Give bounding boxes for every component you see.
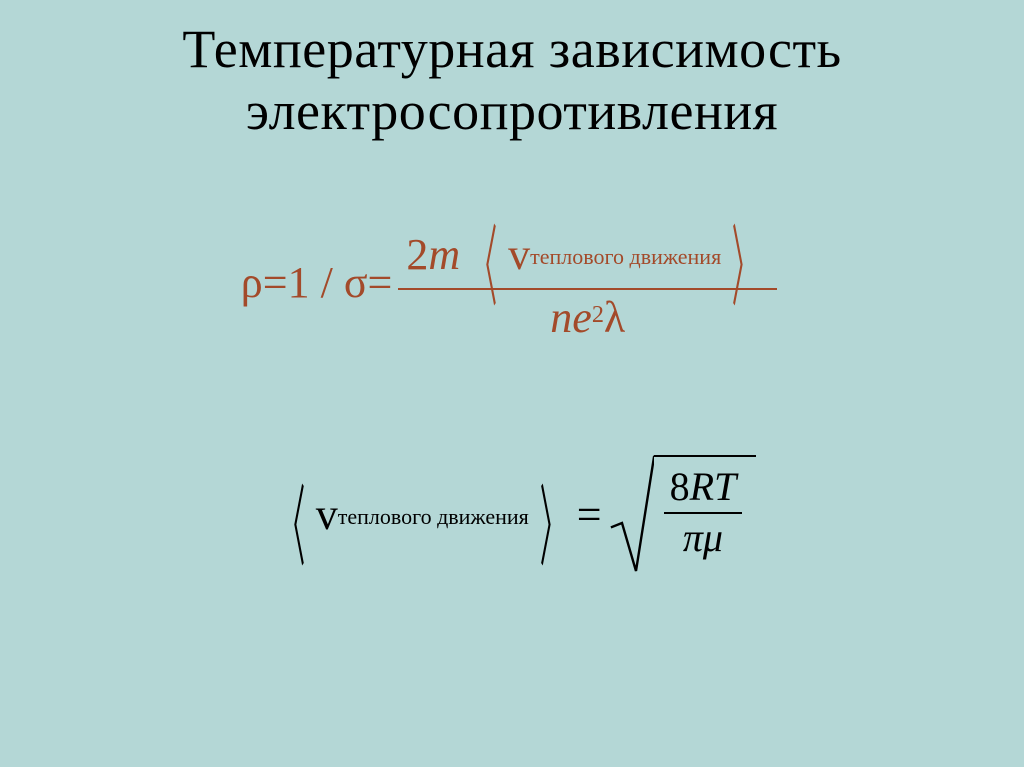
symbol-n: n: [550, 292, 572, 343]
symbol-mu: μ: [703, 514, 723, 561]
square-root: 8 R T π μ: [610, 455, 757, 573]
equals-1: =: [263, 257, 288, 308]
langle-icon: 〈: [471, 196, 497, 324]
symbol-v: v: [508, 229, 530, 280]
symbol-e: e: [572, 292, 592, 343]
v-subscript-thermal: теплового движения: [530, 244, 721, 270]
equation-thermal-velocity: 〈 v теплового движения 〉 = 8 R T π: [0, 455, 1024, 573]
one-over-sigma: 1 / σ: [288, 257, 368, 308]
symbol-T: T: [714, 463, 736, 510]
symbol-m: m: [428, 229, 460, 280]
title-line-1: Температурная зависимость: [182, 19, 841, 79]
fraction-rho-numerator: 2 m 〈 v теплового движения 〉: [398, 220, 777, 288]
e-superscript-2: 2: [592, 301, 604, 329]
symbol-pi: π: [683, 514, 703, 561]
equals-2: =: [368, 257, 393, 308]
two: 2: [406, 229, 428, 280]
rangle-icon: 〉: [732, 196, 758, 324]
fraction-rho-denominator: n e 2 λ: [542, 290, 633, 345]
eight: 8: [670, 463, 690, 510]
radicand: 8 R T π μ: [654, 455, 757, 573]
fraction-velocity-numerator: 8 R T: [664, 463, 743, 512]
equation-resistivity: ρ = 1 / σ = 2 m 〈 v теплового движения 〉…: [0, 220, 1024, 345]
rangle-icon: 〉: [540, 456, 566, 584]
slide-title: Температурная зависимость электросопроти…: [0, 0, 1024, 142]
v-subscript-thermal: теплового движения: [338, 504, 529, 530]
title-line-2: электросопротивления: [246, 81, 778, 141]
symbol-v: v: [316, 489, 338, 540]
equals: =: [577, 489, 602, 540]
fraction-velocity-denominator: π μ: [677, 514, 729, 563]
langle-icon: 〈: [279, 456, 305, 584]
symbol-rho: ρ: [241, 257, 263, 308]
symbol-lambda: λ: [604, 292, 625, 343]
fraction-rho: 2 m 〈 v теплового движения 〉 n e 2 λ: [398, 220, 777, 345]
radical-icon: [610, 455, 654, 573]
symbol-R: R: [690, 463, 714, 510]
slide: Температурная зависимость электросопроти…: [0, 0, 1024, 767]
fraction-velocity: 8 R T π μ: [664, 463, 743, 563]
